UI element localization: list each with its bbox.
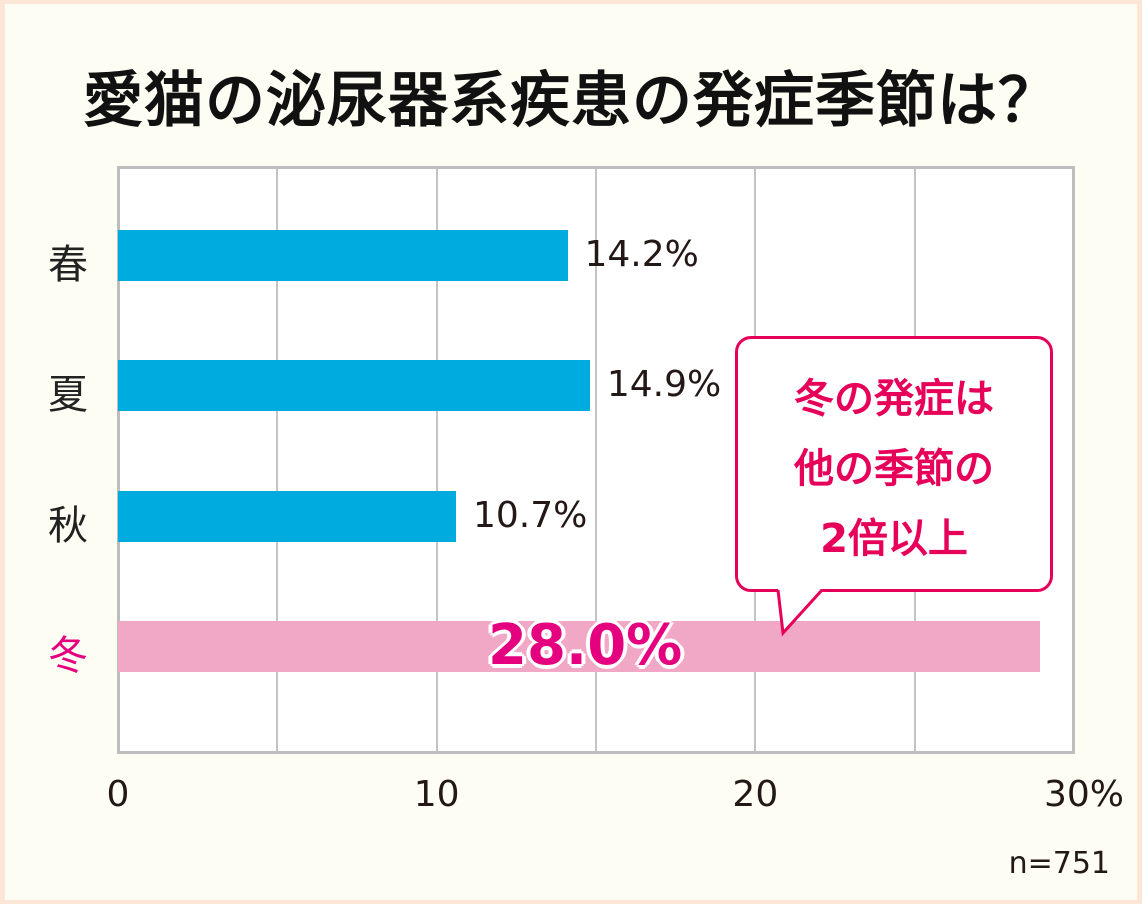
category-label: 冬 bbox=[48, 633, 88, 679]
value-label: 10.7% bbox=[472, 495, 588, 536]
category-label: 春 bbox=[48, 242, 88, 288]
gridline bbox=[276, 169, 279, 751]
x-tick-label: 20 bbox=[732, 774, 779, 815]
chart-title: 愛猫の泌尿器系疾患の発症季節は？ bbox=[83, 66, 1059, 136]
category-label: 秋 bbox=[48, 503, 88, 549]
x-tick-label: 0 bbox=[106, 774, 130, 815]
callout-box bbox=[735, 336, 1053, 592]
category-label: 夏 bbox=[48, 372, 88, 418]
bar-0 bbox=[118, 230, 568, 281]
gridline bbox=[595, 169, 597, 751]
gridline bbox=[435, 169, 438, 751]
value-label: 28.0% bbox=[488, 613, 683, 678]
bar-3 bbox=[118, 621, 1041, 672]
bar-2 bbox=[118, 491, 456, 542]
value-label: 14.9% bbox=[606, 364, 722, 405]
callout-text: 冬の発症は 他の季節の 2倍以上 bbox=[735, 364, 1053, 574]
x-tick-label: 30% bbox=[1043, 774, 1125, 815]
callout-line: 冬の発症は bbox=[794, 376, 994, 422]
value-label: 14.2% bbox=[584, 234, 699, 275]
x-tick-label: 10 bbox=[413, 774, 460, 815]
sample-size: n=751 bbox=[1008, 846, 1110, 881]
bar-1 bbox=[118, 360, 590, 411]
callout-line: 2倍以上 bbox=[820, 516, 968, 562]
callout-line: 他の季節の bbox=[794, 446, 994, 492]
